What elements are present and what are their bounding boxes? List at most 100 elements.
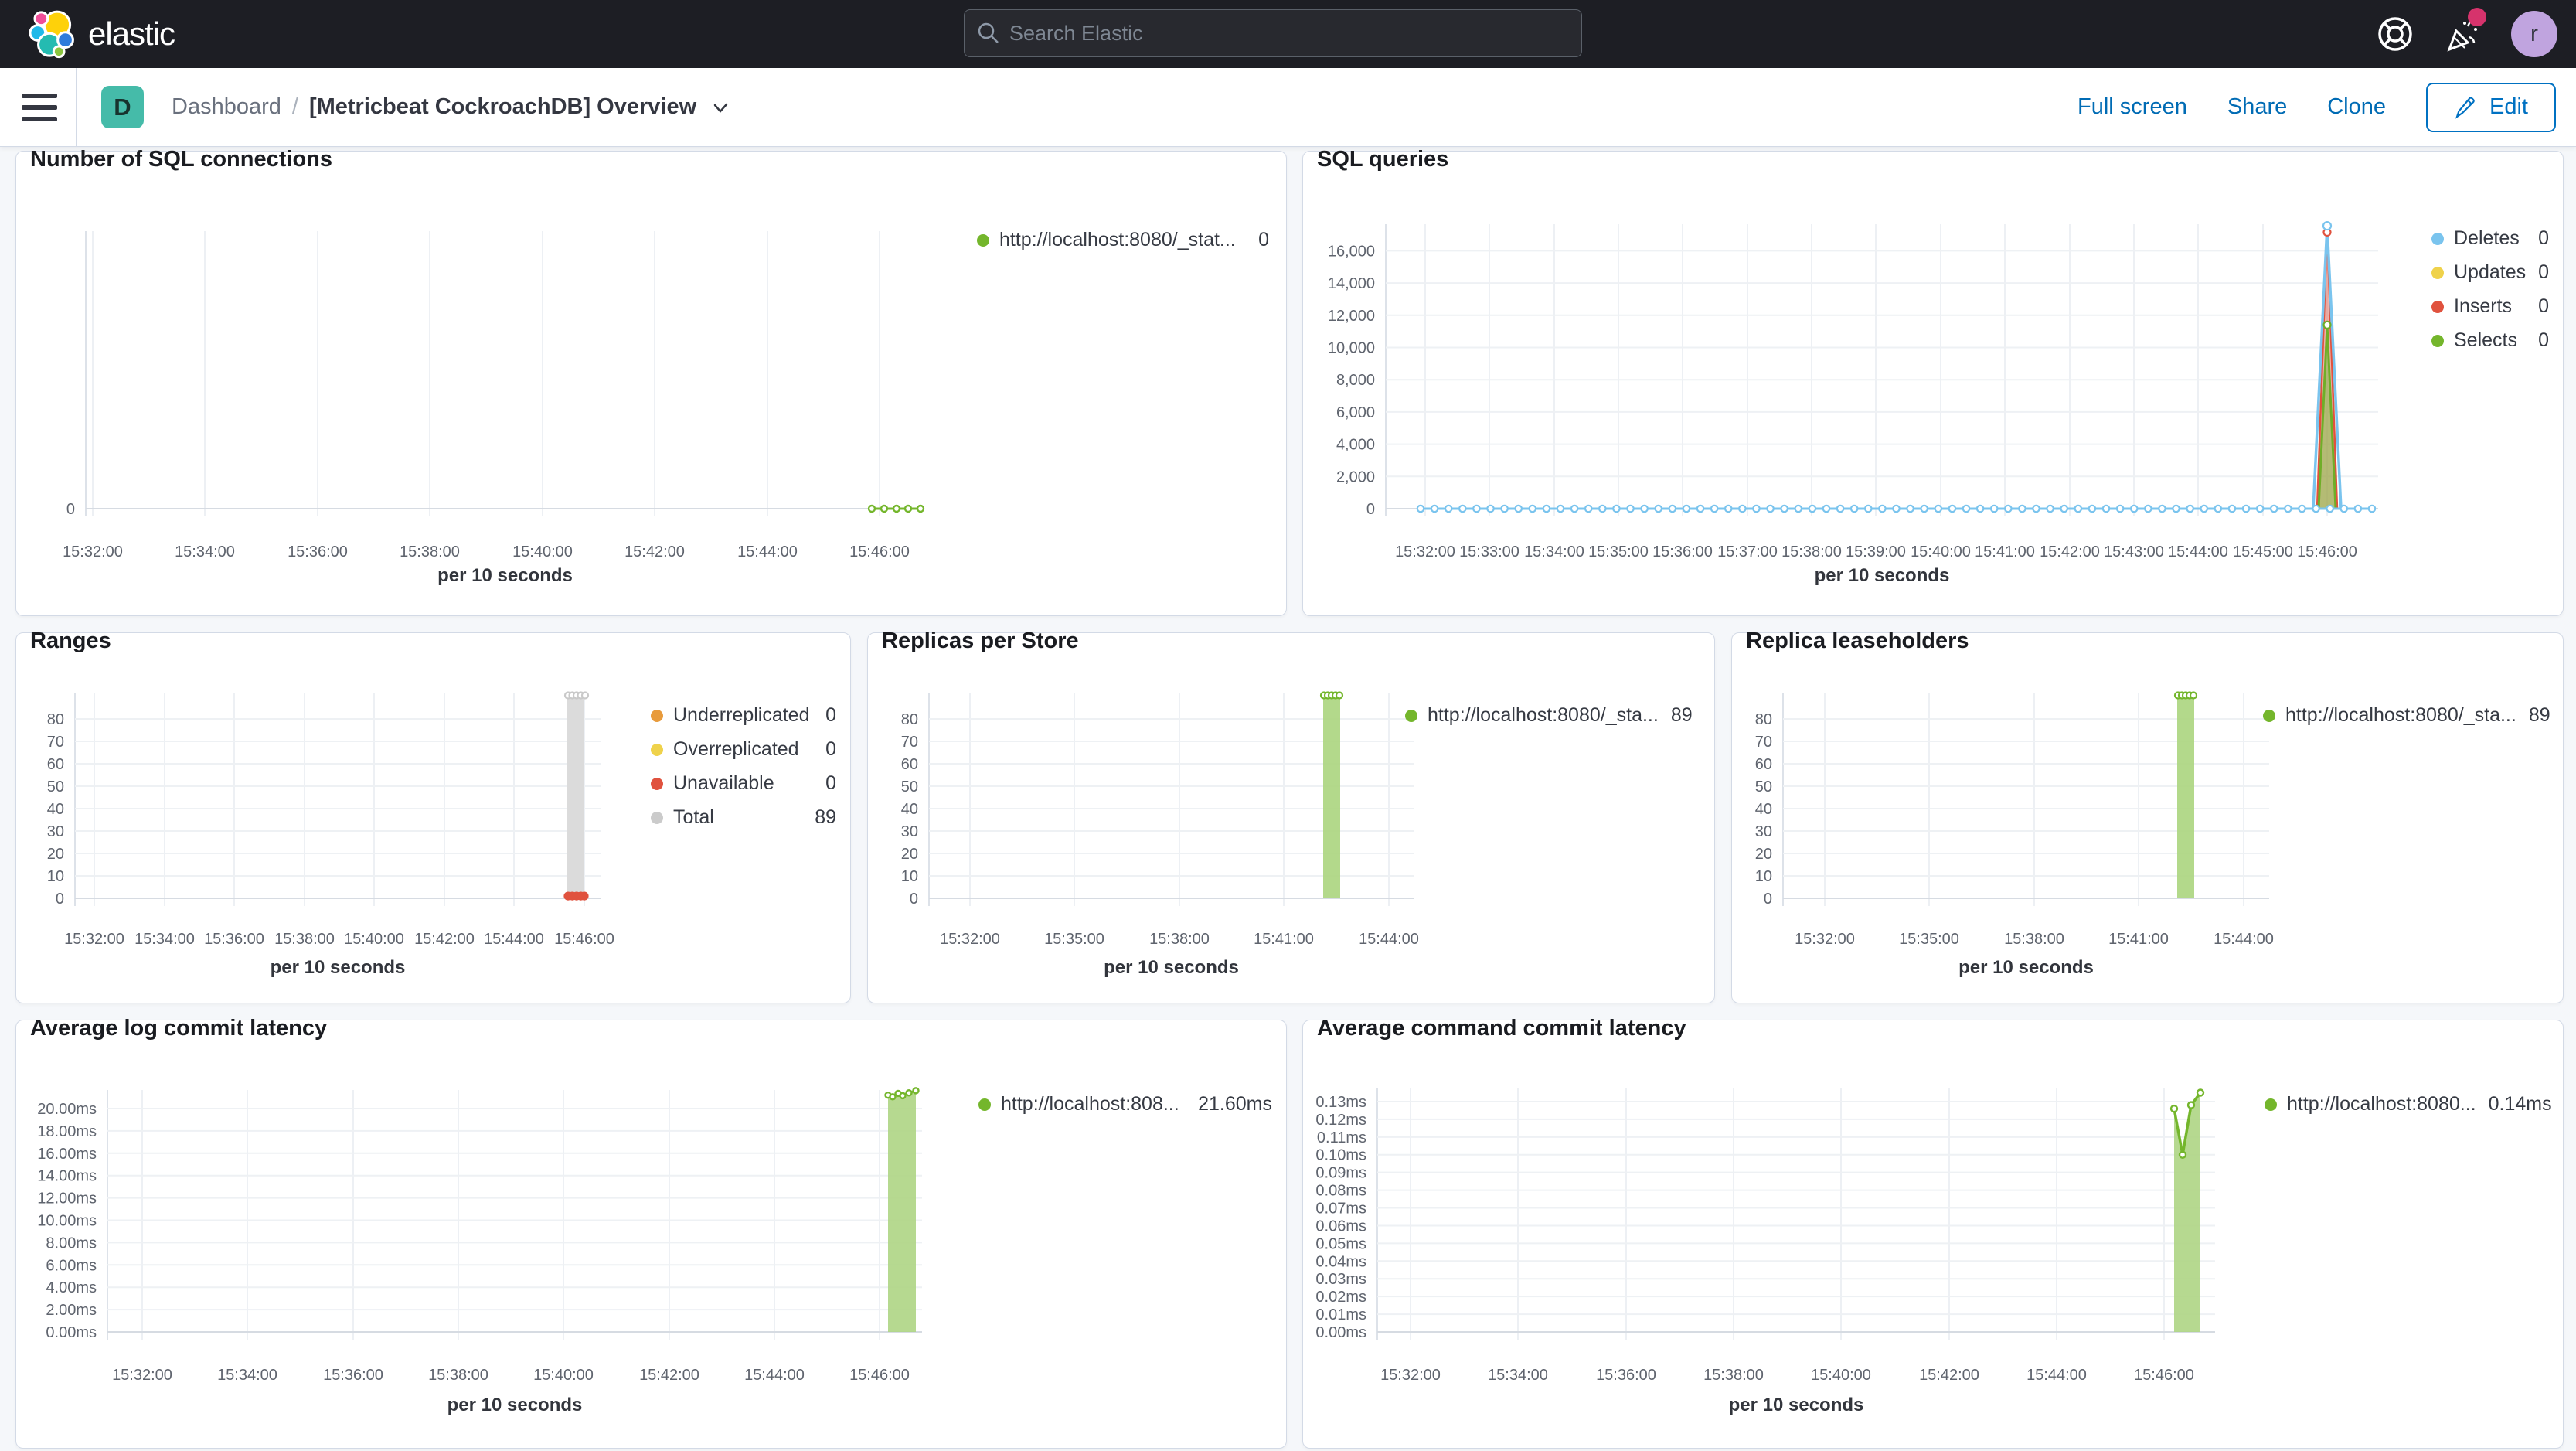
legend-swatch — [2431, 300, 2444, 313]
top-header: elastic r — [0, 0, 2576, 68]
legend-label: http://localhost:808... — [1001, 1093, 1179, 1115]
svg-text:70: 70 — [47, 734, 64, 751]
newsfeed-button[interactable] — [2445, 8, 2486, 54]
chart-avg-log-commit-latency[interactable]: 15:32:00 15:34:00 15:36:00 15:38:00 15:40:00… — [16, 1020, 1286, 1448]
app-badge-letter: D — [114, 93, 131, 121]
chart-legend: http://localhost:8080... 0.14ms — [2265, 1093, 2552, 1127]
legend-item[interactable]: http://localhost:8080/_sta... 89 — [1405, 704, 1693, 727]
svg-text:8.00ms: 8.00ms — [46, 1235, 97, 1252]
svg-text:10: 10 — [1755, 868, 1772, 885]
chart-sql-queries[interactable]: 15:32:00 15:33:00 15:34:00 15:35:00 15:36:00… — [1303, 152, 2563, 615]
legend-item[interactable]: Underreplicated 0 — [651, 704, 836, 727]
legend-swatch — [1405, 709, 1417, 722]
svg-text:15:40:00: 15:40:00 — [1911, 543, 1971, 560]
user-avatar[interactable]: r — [2511, 11, 2557, 57]
avatar-initial: r — [2530, 21, 2538, 46]
legend-item[interactable]: Inserts 0 — [2431, 295, 2549, 318]
svg-text:60: 60 — [901, 756, 918, 773]
svg-text:15:34:00: 15:34:00 — [1524, 543, 1584, 560]
legend-item[interactable]: Unavailable 0 — [651, 772, 836, 795]
svg-text:15:36:00: 15:36:00 — [1652, 543, 1713, 560]
legend-item[interactable]: http://localhost:808... 21.60ms — [978, 1093, 1272, 1115]
svg-text:0: 0 — [56, 891, 64, 908]
panel-title[interactable]: Number of SQL connections — [30, 147, 333, 172]
help-icon[interactable] — [2375, 14, 2415, 54]
svg-text:12,000: 12,000 — [1328, 308, 1375, 325]
svg-text:15:38:00: 15:38:00 — [2004, 931, 2064, 948]
chart-ranges[interactable]: 15:32:00 15:34:00 15:36:00 15:38:00 15:40:00… — [16, 633, 850, 1003]
svg-text:10: 10 — [47, 868, 64, 885]
chart-replica-leaseholders[interactable]: 15:32:00 15:35:00 15:38:00 15:41:00 15:44:00… — [1732, 633, 2563, 1003]
panel-title[interactable]: Replica leaseholders — [1746, 628, 1969, 653]
panel-title[interactable]: Average command commit latency — [1317, 1016, 1686, 1041]
svg-text:15:44:00: 15:44:00 — [737, 543, 798, 560]
legend-label: http://localhost:8080/_stat... — [999, 229, 1236, 250]
breadcrumb-dashboard[interactable]: Dashboard — [172, 94, 281, 119]
svg-text:2,000: 2,000 — [1336, 468, 1375, 485]
legend-item[interactable]: Updates 0 — [2431, 261, 2549, 284]
legend-item[interactable]: http://localhost:8080/_stat... 0 — [977, 229, 1269, 251]
chart-legend: http://localhost:8080/_sta... 89 — [1405, 704, 1693, 738]
panel-number-of-sql-connections: Number of SQL connections 15:32:00 15:34:… — [15, 147, 1287, 616]
svg-text:15:44:00: 15:44:00 — [2214, 931, 2274, 948]
legend-value: 21.60ms — [1198, 1093, 1272, 1115]
chart-avg-command-commit-latency[interactable]: 15:32:00 15:34:00 15:36:00 15:38:00 15:40:00… — [1303, 1020, 2563, 1448]
svg-text:15:44:00: 15:44:00 — [744, 1367, 805, 1384]
svg-text:80: 80 — [1755, 711, 1772, 728]
svg-text:0.09ms: 0.09ms — [1315, 1165, 1366, 1182]
legend-item[interactable]: Overreplicated 0 — [651, 738, 836, 761]
svg-text:15:36:00: 15:36:00 — [204, 931, 264, 948]
svg-text:15:32:00: 15:32:00 — [112, 1367, 172, 1384]
legend-item[interactable]: Deletes 0 — [2431, 227, 2549, 250]
panel-title[interactable]: Ranges — [30, 628, 111, 653]
svg-text:15:41:00: 15:41:00 — [2108, 931, 2169, 948]
dashboard-app-badge[interactable]: D — [101, 86, 144, 128]
svg-text:15:38:00: 15:38:00 — [428, 1367, 488, 1384]
share-button[interactable]: Share — [2227, 94, 2288, 119]
svg-text:15:37:00: 15:37:00 — [1717, 543, 1778, 560]
legend-item[interactable]: Selects 0 — [2431, 329, 2549, 352]
legend-value: 0 — [825, 704, 836, 726]
legend-label: Updates — [2454, 261, 2527, 283]
svg-text:15:32:00: 15:32:00 — [1395, 543, 1455, 560]
svg-text:0: 0 — [910, 891, 918, 908]
svg-text:15:38:00: 15:38:00 — [1781, 543, 1842, 560]
chevron-down-icon[interactable] — [709, 96, 732, 119]
menu-icon[interactable] — [22, 93, 57, 121]
svg-text:60: 60 — [47, 756, 64, 773]
legend-item[interactable]: http://localhost:8080/_sta... 89 — [2263, 704, 2550, 727]
legend-value: 0.14ms — [2488, 1093, 2552, 1115]
legend-value: 89 — [1670, 704, 1693, 726]
svg-text:15:40:00: 15:40:00 — [344, 931, 404, 948]
legend-swatch — [2265, 1098, 2277, 1111]
svg-text:15:38:00: 15:38:00 — [1703, 1367, 1764, 1384]
legend-item[interactable]: Total 89 — [651, 806, 836, 829]
svg-text:15:44:00: 15:44:00 — [484, 931, 544, 948]
panel-title[interactable]: SQL queries — [1317, 147, 1449, 172]
search-input[interactable] — [964, 9, 1582, 57]
svg-text:15:38:00: 15:38:00 — [400, 543, 460, 560]
panel-title[interactable]: Replicas per Store — [882, 628, 1079, 653]
chart-replicas-per-store[interactable]: 15:32:00 15:35:00 15:38:00 15:41:00 15:44:00… — [868, 633, 1714, 1003]
legend-item[interactable]: http://localhost:8080... 0.14ms — [2265, 1093, 2552, 1115]
clone-button[interactable]: Clone — [2327, 94, 2387, 119]
svg-text:40: 40 — [1755, 801, 1772, 818]
svg-text:0: 0 — [1366, 501, 1375, 518]
svg-text:20: 20 — [1755, 846, 1772, 863]
svg-text:60: 60 — [1755, 756, 1772, 773]
svg-text:0.06ms: 0.06ms — [1315, 1218, 1366, 1235]
elastic-logo[interactable]: elastic — [20, 5, 175, 63]
full-screen-button[interactable]: Full screen — [2077, 94, 2187, 119]
chart-sql-connections[interactable]: 15:32:00 15:34:00 15:36:00 15:38:00 15:40:00… — [16, 152, 1286, 615]
pencil-icon — [2455, 97, 2475, 119]
svg-text:14.00ms: 14.00ms — [37, 1168, 97, 1185]
svg-text:per 10 seconds: per 10 seconds — [447, 1395, 583, 1415]
panel-title[interactable]: Average log commit latency — [30, 1016, 328, 1041]
svg-text:15:46:00: 15:46:00 — [2134, 1367, 2194, 1384]
elastic-logo-icon — [29, 10, 74, 59]
edit-button[interactable]: Edit — [2426, 82, 2556, 132]
page-title: [Metricbeat CockroachDB] Overview — [308, 94, 697, 119]
legend-label: http://localhost:8080/_sta... — [1428, 704, 1659, 726]
header-actions: r — [2375, 0, 2557, 68]
svg-text:15:33:00: 15:33:00 — [1459, 543, 1519, 560]
